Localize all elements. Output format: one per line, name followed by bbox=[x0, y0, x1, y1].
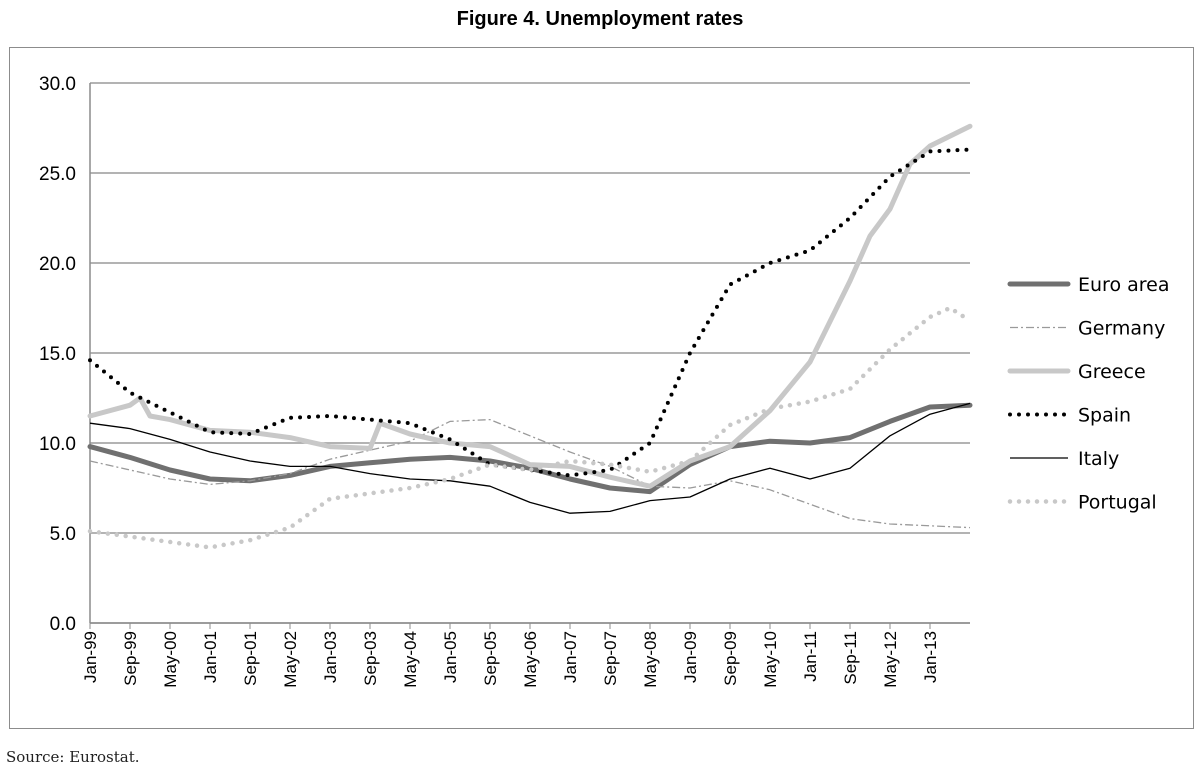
x-tick-label-20: May-12 bbox=[881, 631, 900, 688]
y-tick-label-6: 30.0 bbox=[39, 74, 76, 95]
x-tick-label-12: Jan-07 bbox=[561, 631, 580, 683]
x-tick-label-19: Sep-11 bbox=[841, 631, 860, 685]
legend-label-euro-area: Euro area bbox=[1078, 274, 1169, 296]
x-tick-label-2: May-00 bbox=[161, 631, 180, 688]
legend-label-spain: Spain bbox=[1078, 405, 1131, 427]
y-tick-label-5: 25.0 bbox=[39, 164, 76, 185]
x-tick-label-0: Jan-99 bbox=[81, 631, 100, 683]
y-tick-label-2: 10.0 bbox=[39, 434, 76, 455]
legend-label-greece: Greece bbox=[1078, 361, 1146, 383]
x-tick-label-10: Sep-05 bbox=[481, 631, 500, 686]
series-line-italy bbox=[89, 402, 971, 514]
x-tick-label-13: Sep-07 bbox=[601, 631, 620, 686]
x-tick-label-11: May-06 bbox=[521, 631, 540, 688]
y-tick-label-0: 0.0 bbox=[50, 614, 76, 635]
x-tick-label-16: Sep-09 bbox=[721, 631, 740, 686]
x-tick-label-6: Jan-03 bbox=[321, 631, 340, 683]
y-tick-label-1: 5.0 bbox=[50, 524, 76, 545]
x-tick-label-17: May-10 bbox=[761, 631, 780, 688]
series-line-portugal bbox=[87, 305, 973, 550]
x-tick-label-15: Jan-09 bbox=[681, 631, 700, 683]
x-tick-label-7: Sep-03 bbox=[361, 631, 380, 686]
series-line-spain bbox=[88, 147, 972, 478]
x-tick-label-14: May-08 bbox=[641, 631, 660, 688]
x-tick-label-1: Sep-99 bbox=[121, 631, 140, 686]
chart-frame bbox=[9, 47, 1194, 729]
x-tick-label-5: May-02 bbox=[281, 631, 300, 688]
source-note: Source: Eurostat. bbox=[6, 748, 140, 766]
y-tick-label-4: 20.0 bbox=[39, 254, 76, 275]
series-line-euro-area bbox=[87, 402, 973, 495]
x-tick-label-9: Jan-05 bbox=[441, 631, 460, 683]
y-tick-label-3: 15.0 bbox=[39, 344, 76, 365]
figure-title: Figure 4. Unemployment rates bbox=[456, 8, 744, 30]
x-tick-label-18: Jan-11 bbox=[801, 631, 820, 682]
x-tick-label-3: Jan-01 bbox=[201, 631, 220, 683]
x-tick-label-4: Sep-01 bbox=[241, 631, 260, 686]
series-line-germany bbox=[89, 418, 971, 529]
x-tick-label-8: May-04 bbox=[401, 631, 420, 688]
legend-label-germany: Germany bbox=[1078, 318, 1165, 340]
x-tick-label-21: Jan-13 bbox=[921, 631, 940, 683]
legend-label-portugal: Portugal bbox=[1078, 492, 1157, 514]
series-line-greece bbox=[87, 123, 973, 489]
legend-label-italy: Italy bbox=[1078, 448, 1119, 470]
